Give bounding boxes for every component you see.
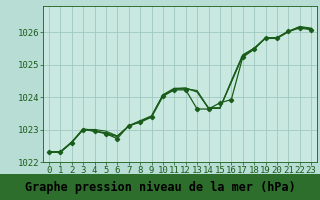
Text: Graphe pression niveau de la mer (hPa): Graphe pression niveau de la mer (hPa): [25, 180, 295, 194]
